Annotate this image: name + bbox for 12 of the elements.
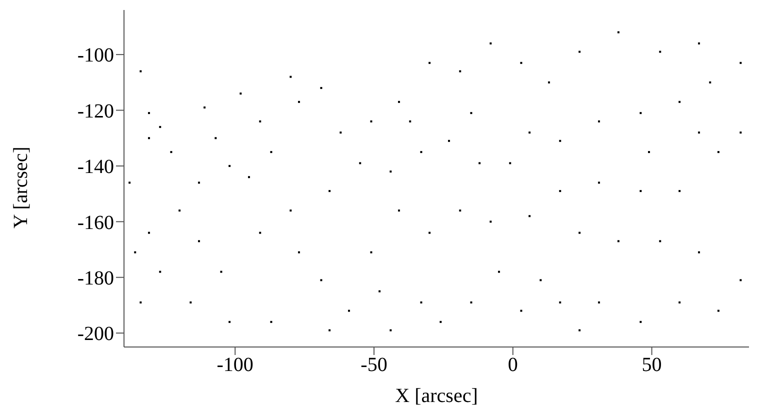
y-tick-label: -180 — [77, 267, 114, 290]
y-tick-label: -100 — [77, 44, 114, 67]
x-tick-label: -100 — [216, 354, 254, 376]
x-tick-label: 0 — [508, 354, 518, 376]
x-axis-title: X [arcsec] — [395, 385, 478, 407]
y-tick-label: -160 — [77, 212, 114, 234]
y-axis-title: Y [arcsec] — [10, 146, 32, 228]
y-tick-label: -140 — [77, 156, 114, 178]
y-tick-label: -200 — [77, 323, 114, 346]
x-tick-label: -50 — [360, 354, 388, 376]
y-tick-label: -120 — [77, 100, 114, 122]
x-tick-label: 50 — [642, 354, 662, 376]
